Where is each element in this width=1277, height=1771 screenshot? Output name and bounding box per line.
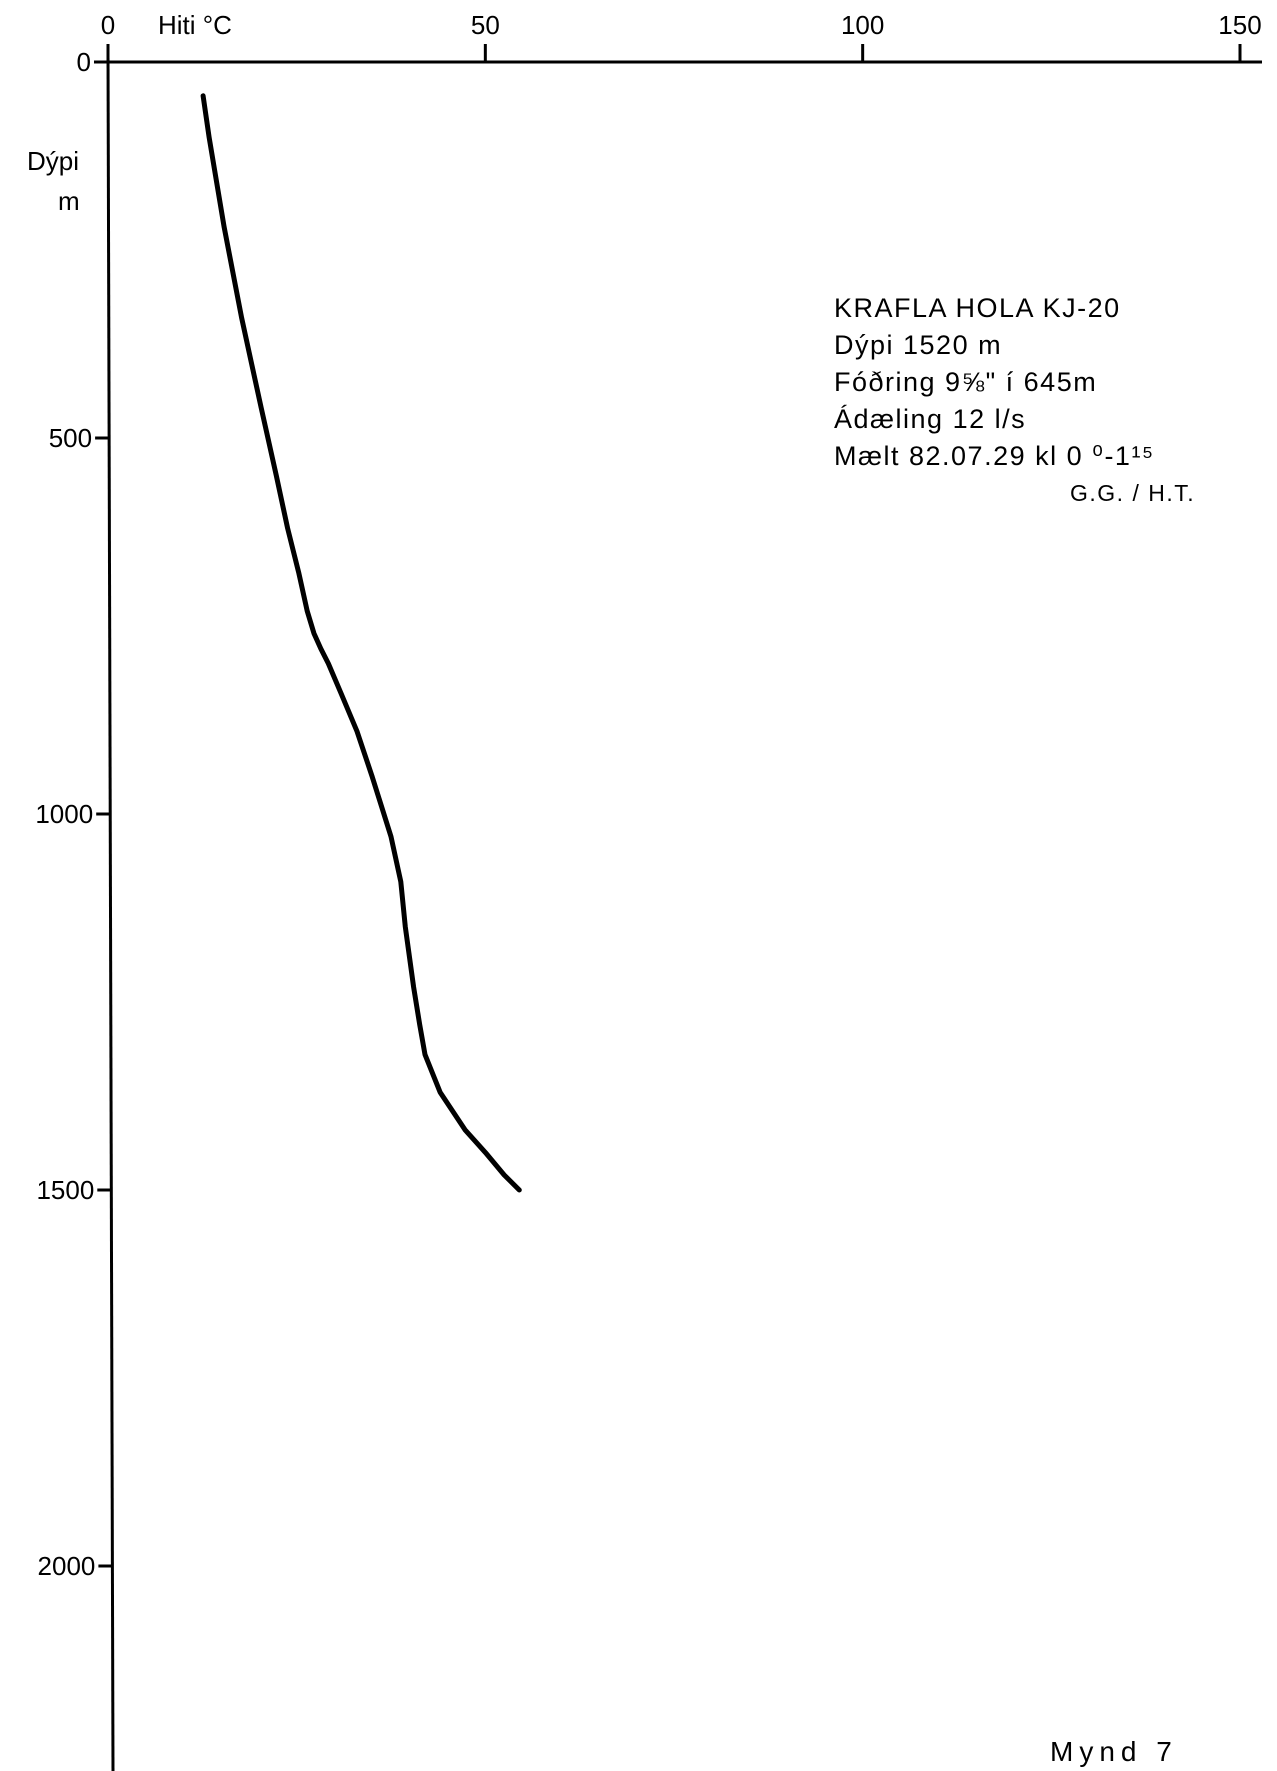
x-tick-label: 150 (1218, 10, 1261, 40)
y-tick-label: 500 (49, 423, 92, 453)
info-line-casing: Fóðring 9⅝" í 645m (834, 367, 1098, 397)
well-info-annotation: KRAFLA HOLA KJ-20 Dýpi 1520 m Fóðring 9⅝… (834, 290, 1254, 512)
x-tick-label: 0 (101, 10, 115, 40)
y-axis-line (106, 51, 115, 1771)
axes (106, 51, 1262, 1771)
info-line-title: KRAFLA HOLA KJ-20 (834, 293, 1121, 323)
info-line-depth: Dýpi 1520 m (834, 330, 1003, 360)
y-tick-label: 0 (77, 47, 91, 77)
x-tick-label: 50 (471, 10, 500, 40)
x-tick-label: 100 (841, 10, 884, 40)
y-tick-label: 1500 (36, 1175, 94, 1205)
y-axis-title: Dýpi (27, 146, 79, 176)
info-signature: G.G. / H.T. (1070, 480, 1196, 506)
series-layer (200, 93, 522, 1193)
figure-label: Mynd 7 (1050, 1736, 1178, 1767)
info-line-measured: Mælt 82.07.29 kl 0 ⁰-1¹⁵ (834, 441, 1155, 471)
y-axis-unit: m (58, 186, 80, 216)
y-tick-label: 1000 (35, 799, 93, 829)
temperature-profile-line (200, 93, 522, 1193)
x-axis-title: Hiti °C (158, 10, 232, 40)
y-tick-label: 2000 (38, 1551, 96, 1581)
info-line-injection: Ádæling 12 l/s (834, 404, 1027, 434)
